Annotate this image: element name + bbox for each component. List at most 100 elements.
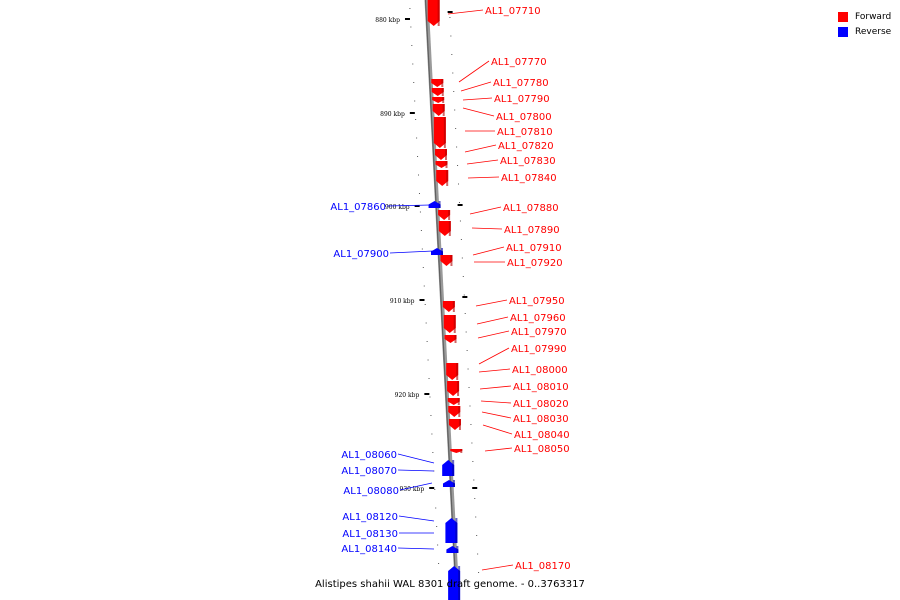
guide-dot [471,442,473,444]
gene-shade [438,201,441,208]
leader-line [466,159,499,165]
guide-dot [453,91,455,92]
gene-shade [458,406,461,417]
forward-gene [431,88,444,96]
forward-gene [434,149,447,160]
forward-gene-label: AL1_07800 [496,112,552,123]
legend-reverse-label: Reverse [855,26,892,37]
gene-shade [448,210,451,220]
scale-tick-label: 910 kbp [390,298,415,305]
guide-dot [460,239,462,240]
guide-dot [467,368,469,370]
leader-line [462,97,493,101]
guide-dot [456,146,458,148]
leader-line [475,299,508,307]
forward-gene [443,315,456,333]
guide-dot [410,26,412,28]
genome-caption: Alistipes shahii WAL 8301 draft genome. … [315,579,585,590]
guide-dot [409,8,411,9]
guide-dot [458,183,460,185]
gene-shade [440,248,443,255]
guide-dot [436,526,438,527]
leader-line [484,447,513,452]
guide-dot [449,17,451,18]
forward-gene [433,117,446,148]
scale-tick-label: 890 kbp [380,111,405,118]
guide-dot [420,230,422,231]
gene-shade [455,518,458,543]
forward-gene-label: AL1_07770 [491,57,547,68]
forward-gene-label: AL1_07820 [498,141,554,152]
guide-dot [452,72,454,74]
guide-dot [412,63,414,65]
guide-dot [468,387,470,388]
guide-dot [459,220,461,222]
leader-line [481,411,512,419]
guide-dot [429,396,431,398]
reverse-gene [448,566,461,600]
chromosome-axis-edge [424,0,458,600]
forward-gene-label: AL1_07960 [510,313,566,324]
guide-dot [435,507,437,509]
leader-line [472,246,505,256]
guide-dot [462,276,464,277]
guide-dot [417,156,419,157]
gene-shade [446,170,449,186]
guide-dot [455,128,457,129]
leader-line [386,204,431,207]
reverse-gene [442,460,455,476]
forward-gene-label: AL1_08050 [514,444,570,455]
leader-line [447,9,484,15]
leader-line [480,400,512,404]
reverse-gene-label: AL1_08140 [341,544,397,555]
scale-tick [472,487,478,489]
scale-tick [404,18,410,20]
forward-gene-label: AL1_07990 [511,344,567,355]
leader-line [397,469,435,472]
gene-shade [452,480,455,487]
legend: Forward Reverse [838,9,891,39]
guide-dot [432,452,434,453]
forward-gene-label: AL1_07810 [497,127,553,138]
leader-line [467,176,500,179]
forward-gene [438,210,451,220]
gene-shade [458,419,461,430]
gene-shade [454,335,457,343]
scale-tick-label: 900 kbp [385,204,410,211]
gene-shade [458,566,461,600]
scale-tick [447,11,453,13]
forward-gene-label: AL1_07920 [507,258,563,269]
guide-dot [470,424,472,425]
forward-gene-label: AL1_08170 [515,561,571,572]
forward-gene-label: AL1_07790 [494,94,550,105]
reverse-gene-label: AL1_07860 [330,202,386,213]
guide-dot [474,498,476,499]
legend-forward-swatch [838,11,848,22]
guide-dot [419,211,421,213]
gene-shade [441,79,444,87]
forward-gene [432,97,445,103]
leader-line [479,385,512,390]
guide-dot [430,415,432,416]
forward-gene-label: AL1_07950 [509,296,565,307]
reverse-gene-label: AL1_08120 [342,512,398,523]
leader-line [478,347,510,365]
forward-gene [442,301,455,312]
leader-line [469,206,502,215]
guide-dot [477,553,479,555]
reverse-gene [428,201,441,208]
forward-gene-label: AL1_07780 [493,78,549,89]
forward-gene-label: AL1_07910 [506,243,562,254]
guide-dot [438,563,440,564]
scale-tick [429,487,435,489]
gene-shade [441,88,444,96]
guide-dot [422,267,424,268]
guide-dot [450,35,452,37]
leader-line [398,515,435,522]
guide-dot [418,174,420,176]
gene-shade [452,301,455,312]
forward-gene-label: AL1_07840 [501,173,557,184]
reverse-gene-label: AL1_08080 [343,486,399,497]
scale-tick [462,296,468,298]
guide-dot [475,516,477,518]
